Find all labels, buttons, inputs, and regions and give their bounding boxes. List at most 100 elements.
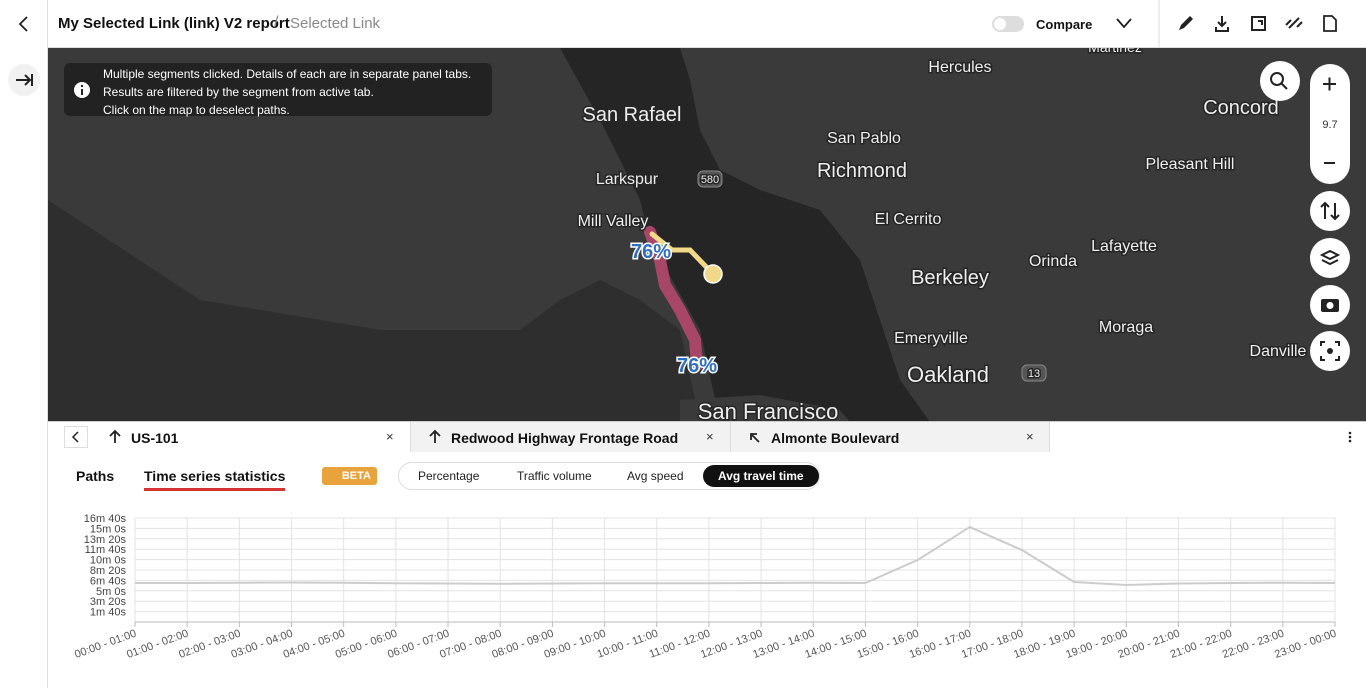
focus-icon	[1320, 341, 1340, 361]
tab[interactable]: Almonte Boulevard ×	[731, 422, 1050, 452]
tab-close[interactable]: ×	[706, 429, 714, 444]
tab[interactable]: US-101 ×	[90, 422, 411, 452]
tab-icons	[109, 429, 1352, 443]
tab-close[interactable]: ×	[386, 429, 394, 444]
series-line	[135, 526, 1336, 586]
route-secondary[interactable]	[649, 231, 716, 277]
map-label: 580	[701, 174, 719, 186]
map-label: San Francisco	[698, 399, 839, 422]
y-tick-label: 1m 40s	[90, 607, 127, 619]
tab-close[interactable]: ×	[1026, 429, 1034, 444]
subtab-active[interactable]: Time series statistics	[144, 468, 286, 491]
metric-active-pill	[703, 465, 819, 487]
map-label: Lafayette	[1091, 238, 1157, 255]
map-label: Berkeley	[911, 267, 989, 289]
y-tick-label: 6m 40s	[90, 575, 127, 587]
map-label: Moraga	[1099, 319, 1153, 336]
side-rail	[0, 0, 48, 688]
notice-box	[64, 63, 492, 116]
swap-button[interactable]	[1310, 191, 1350, 231]
download-icon[interactable]	[1215, 16, 1229, 32]
back-button[interactable]	[18, 16, 28, 32]
land-sf	[680, 395, 850, 422]
search-icon	[1270, 72, 1284, 86]
swap-icon	[1320, 201, 1340, 221]
map-label: Orinda	[1029, 253, 1077, 270]
metric-option[interactable]: Avg speed	[627, 469, 684, 483]
zoom-control	[1310, 64, 1350, 184]
map-label: Danville	[1250, 343, 1307, 360]
map-label: Richmond	[817, 160, 907, 182]
panel-border	[48, 421, 1366, 422]
map-controls: 9.7	[1260, 61, 1350, 371]
y-tick-label: 5m 0s	[96, 586, 126, 598]
search-button[interactable]	[1260, 61, 1300, 101]
info-icon	[74, 82, 90, 98]
notice-text: Multiple segments clicked. Details of ea…	[103, 65, 471, 119]
map-label: Larkspur	[596, 171, 659, 188]
layers-icon	[1319, 249, 1341, 266]
y-tick-label: 11m 40s	[85, 544, 127, 556]
search-icon	[1280, 82, 1288, 90]
notice-line: Multiple segments clicked. Details of ea…	[103, 67, 472, 81]
land-east	[680, 48, 1366, 422]
y-tick-label: 13m 20s	[84, 534, 127, 546]
rail-icons	[8, 16, 40, 96]
beta-badge: BETA	[322, 467, 377, 485]
edit-icon[interactable]	[1179, 16, 1193, 30]
share-icon[interactable]	[1251, 16, 1266, 31]
map[interactable]: Martinez Hercules San Rafael San Pablo Conco…	[48, 48, 1366, 422]
notice-line: Results are filtered by the segment from…	[103, 85, 374, 99]
header-border	[48, 47, 1366, 48]
map-label: Mill Valley	[578, 213, 649, 230]
camera-lens	[1326, 302, 1334, 309]
map-label: Emeryville	[894, 330, 968, 347]
route-end	[703, 264, 723, 284]
metric-option[interactable]: Traffic volume	[517, 469, 592, 483]
map-label: San Rafael	[583, 104, 682, 126]
header-controls	[992, 0, 1337, 48]
y-tick-label: 15m 0s	[90, 523, 127, 535]
dropdown-chevron[interactable]	[1116, 18, 1132, 29]
toggle-knob	[994, 18, 1006, 30]
tab-back-button[interactable]	[64, 426, 88, 448]
breadcrumb: Selected Link	[290, 15, 381, 32]
y-tick-label: 3m 20s	[90, 596, 127, 608]
map-label: Oakland	[907, 362, 989, 387]
tab-label: Redwood Highway Frontage Road	[451, 430, 679, 446]
map-label: Martinez	[1088, 48, 1142, 55]
tab-back-icon	[71, 431, 79, 443]
notice-line: Click on the map to deselect paths.	[103, 103, 290, 117]
segment-badge: 76%	[677, 355, 717, 377]
subtab[interactable]: Paths	[76, 468, 115, 484]
map-label: San Pablo	[827, 130, 901, 147]
route-main[interactable]	[644, 226, 703, 371]
segment-badge: 76%	[631, 241, 671, 263]
tab[interactable]: Redwood Highway Frontage Road ×	[411, 422, 731, 452]
road-shield	[1021, 364, 1047, 382]
metric-selector	[398, 462, 820, 490]
link-icon[interactable]	[1285, 17, 1303, 29]
tab-label: Almonte Boulevard	[771, 430, 900, 446]
map-label: Pleasant Hill	[1146, 156, 1235, 173]
zoom-in[interactable]	[1323, 77, 1336, 91]
zoom-level: 9.7	[1322, 119, 1337, 131]
breadcrumb-separator: /	[274, 14, 279, 31]
map-label: El Cerrito	[875, 211, 942, 228]
compare-label: Compare	[1036, 17, 1093, 32]
tab-label: US-101	[131, 430, 179, 446]
metric-option-active[interactable]: Avg travel time	[718, 469, 804, 483]
metric-option[interactable]: Percentage	[418, 469, 480, 483]
map-label: Hercules	[928, 59, 991, 76]
expand-icon	[16, 74, 33, 86]
land-shadow	[48, 200, 700, 422]
focus-dot	[1327, 348, 1333, 354]
y-tick-label: 16m 40s	[84, 513, 127, 525]
y-tick-label: 10m 0s	[90, 555, 127, 567]
road-shield	[697, 170, 723, 188]
map-label: 13	[1028, 368, 1040, 380]
y-tick-label: 8m 20s	[90, 565, 127, 577]
report-icon[interactable]	[1323, 15, 1337, 32]
